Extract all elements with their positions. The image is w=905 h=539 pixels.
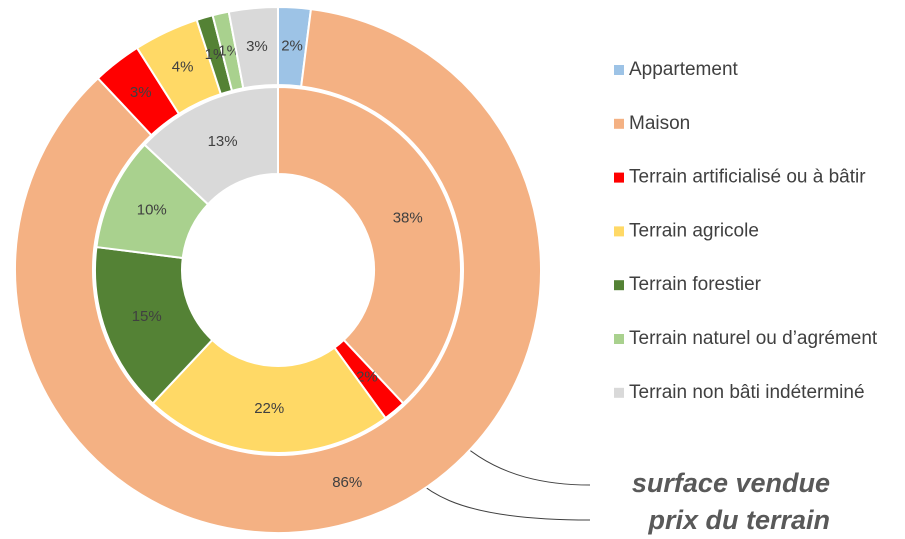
- legend-swatch: [614, 65, 624, 75]
- data-label: 2%: [356, 368, 378, 385]
- legend-swatch: [614, 280, 624, 291]
- legend-label: Terrain agricole: [629, 220, 759, 241]
- data-label: 4%: [172, 58, 194, 75]
- data-label: 38%: [393, 210, 423, 227]
- legend-label: Terrain naturel ou d’agrément: [629, 328, 878, 349]
- data-label: 3%: [130, 84, 152, 101]
- donut-segment: [14, 7, 542, 534]
- data-label: 2%: [281, 37, 303, 54]
- data-label: 86%: [332, 474, 362, 491]
- legend-label: Appartement: [629, 59, 739, 80]
- legend-swatch: [614, 387, 624, 398]
- data-label: 3%: [246, 38, 268, 55]
- donut-segment: [227, 5, 279, 90]
- donut-segment: [277, 85, 462, 405]
- series-label: surface vendue: [632, 468, 830, 498]
- legend-label: Terrain artificialisé ou à bâtir: [629, 167, 866, 188]
- series-label: prix du terrain: [647, 505, 830, 535]
- legend-label: Terrain non bâti indéterminé: [629, 382, 865, 403]
- data-label: 13%: [208, 133, 238, 150]
- data-label: 15%: [132, 308, 162, 325]
- legend-label: Maison: [629, 113, 690, 134]
- legend-swatch: [614, 118, 624, 129]
- donut-segment: [143, 85, 279, 206]
- legend-swatch: [614, 172, 624, 183]
- donut-segment: [151, 338, 387, 454]
- legend-swatch: [614, 226, 624, 237]
- legend-swatch: [614, 334, 624, 344]
- data-label: 10%: [137, 202, 167, 219]
- data-label: 22%: [254, 400, 284, 417]
- legend-label: Terrain forestier: [629, 274, 762, 295]
